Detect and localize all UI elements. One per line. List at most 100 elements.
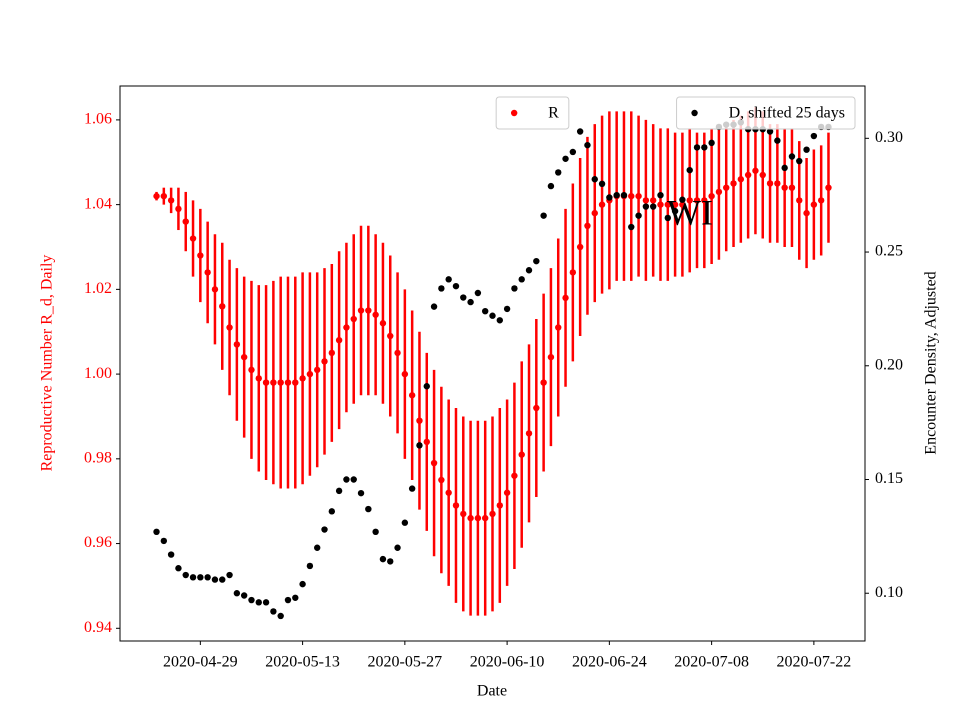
point (657, 191, 664, 199)
point (460, 294, 467, 301)
point (175, 565, 182, 572)
point (744, 171, 752, 179)
point (503, 305, 511, 313)
point (555, 324, 562, 331)
point (547, 353, 555, 361)
point (474, 289, 482, 297)
point (649, 197, 657, 204)
point (781, 184, 788, 191)
point (197, 252, 204, 259)
point (292, 594, 299, 601)
point (167, 197, 175, 204)
point (810, 201, 818, 208)
point (394, 349, 401, 357)
point (394, 544, 401, 551)
point (635, 192, 642, 200)
point (321, 526, 328, 533)
point (649, 203, 657, 210)
legend-label: R (548, 105, 559, 122)
point (525, 430, 533, 437)
point (774, 137, 781, 144)
point (328, 508, 336, 515)
point (357, 307, 365, 314)
point (511, 285, 518, 292)
point (160, 537, 168, 545)
x-tick-label: 2020-04-29 (163, 654, 238, 671)
point (715, 188, 723, 196)
point (496, 317, 504, 324)
point (642, 197, 650, 204)
point (284, 596, 292, 604)
point (547, 182, 555, 190)
point (321, 358, 328, 365)
point (292, 379, 299, 386)
point (189, 574, 197, 581)
point (635, 212, 642, 219)
y2-tick-label: 0.15 (875, 470, 903, 487)
point (576, 128, 584, 135)
point (679, 196, 686, 203)
point (314, 544, 321, 551)
point (533, 404, 540, 412)
point (671, 201, 679, 208)
y2-axis-label: Encounter Density, Adjusted (923, 271, 940, 454)
legend-box (676, 96, 856, 130)
point (335, 487, 343, 495)
y-tick-label: 0.98 (84, 449, 112, 466)
point (555, 169, 562, 176)
point (576, 243, 584, 251)
point (211, 286, 219, 293)
point (496, 502, 504, 509)
y-tick-label: 1.06 (84, 111, 112, 128)
point (175, 205, 182, 213)
point (262, 599, 270, 606)
point (379, 320, 387, 327)
plot-frame (119, 85, 866, 642)
point (357, 489, 365, 497)
point (562, 294, 569, 302)
point (197, 574, 204, 581)
point (306, 562, 314, 570)
point (233, 590, 241, 597)
point (240, 353, 248, 361)
point (365, 505, 372, 513)
point (628, 223, 635, 231)
point (270, 608, 277, 615)
y2-tick-label: 0.10 (875, 584, 903, 601)
point (204, 269, 211, 276)
y2-tick-label: 0.25 (875, 243, 903, 260)
point (423, 438, 430, 446)
point (766, 180, 774, 187)
point (598, 201, 606, 208)
point (489, 510, 496, 518)
point (759, 171, 766, 179)
y-tick-label: 1.04 (84, 195, 112, 212)
y-tick-label: 0.94 (84, 619, 112, 636)
point (372, 528, 379, 536)
point (737, 176, 745, 183)
point (416, 417, 423, 424)
point (796, 197, 803, 204)
point (277, 612, 284, 620)
point (153, 528, 160, 536)
y2-tick-label: 0.20 (875, 356, 903, 373)
point (481, 307, 489, 315)
point (306, 370, 314, 378)
point (284, 379, 292, 386)
point (335, 336, 343, 344)
point (708, 139, 715, 147)
point (408, 485, 416, 492)
point (693, 197, 701, 204)
point (350, 315, 357, 323)
point (511, 472, 518, 479)
point (226, 324, 233, 331)
point (182, 571, 189, 579)
point (664, 201, 671, 208)
point (452, 502, 460, 509)
point (540, 212, 547, 219)
point (796, 157, 803, 165)
point (766, 128, 774, 135)
point (693, 144, 701, 151)
x-tick-label: 2020-05-27 (368, 654, 443, 671)
